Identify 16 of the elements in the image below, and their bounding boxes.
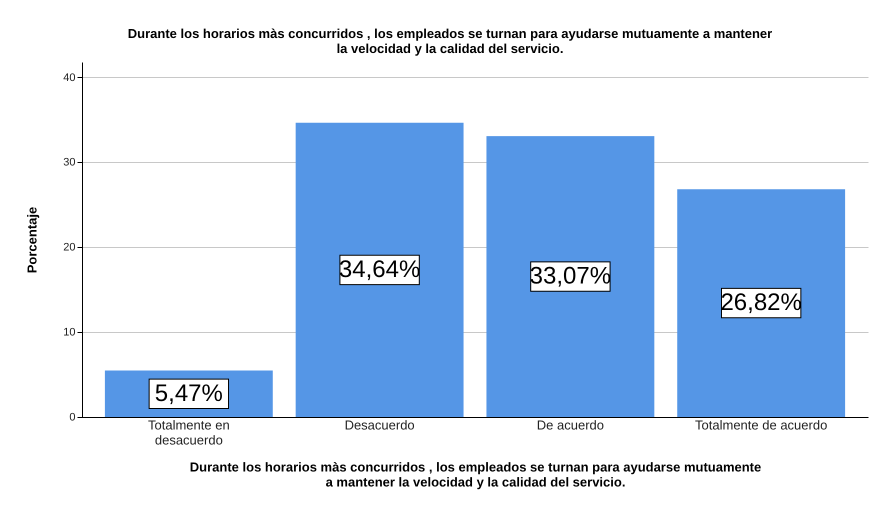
y-axis-title: Porcentaje [24, 206, 40, 274]
x-tick-label: De acuerdo [536, 418, 604, 432]
y-tick-label: 30 [63, 156, 76, 169]
chart-title: Durante los horarios màs concurridos , los empleados se turnan para ayudarse mutuamente a mantener la velocidad y la calidad del servicio. [128, 26, 772, 56]
y-tick-label: 0 [69, 412, 76, 424]
bar [677, 189, 846, 417]
bar [296, 122, 464, 417]
y-tick-label: 10 [63, 326, 76, 339]
x-tick-label: Totalmente en desacuerdo [148, 418, 230, 448]
bar [486, 136, 654, 417]
data-label: 5,47% [154, 380, 223, 407]
x-tick-label: Desacuerdo [344, 418, 415, 432]
x-axis-title: Durante los horarios màs concurridos , los empleados se turnan para ayudarse mutuamente a mantener la velocidad y la calidad del servicio. [190, 460, 762, 490]
y-tick-label: 40 [63, 72, 76, 84]
x-tick-label: Totalmente de acuerdo [695, 418, 828, 432]
y-tick-label: 20 [63, 242, 76, 254]
